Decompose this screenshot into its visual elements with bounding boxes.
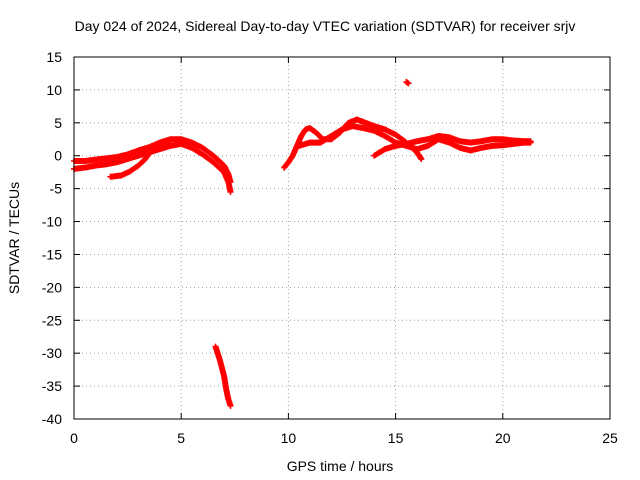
y-tick-label: -40	[42, 411, 62, 427]
y-tick-label: 0	[54, 148, 62, 164]
data-point	[418, 156, 425, 163]
y-tick-label: -20	[42, 279, 62, 295]
x-tick-label: 10	[281, 430, 297, 446]
axis-ticks: 0 5 10 15 20 25 15 10 5 0 -5 -10 -15 -20 -25 -30 -35 -40	[42, 49, 618, 446]
y-tick-label: -15	[42, 246, 62, 262]
y-tick-label: 5	[54, 115, 62, 131]
x-tick-label: 25	[602, 430, 618, 446]
data-point	[227, 402, 234, 409]
chart-title: Day 024 of 2024, Sidereal Day-to-day VTE…	[75, 18, 576, 34]
x-axis-title: GPS time / hours	[287, 458, 394, 474]
y-tick-label: 10	[46, 82, 62, 98]
grid-layer	[74, 57, 610, 419]
data-points	[71, 79, 534, 409]
data-point	[527, 138, 534, 145]
data-point	[227, 179, 234, 186]
y-tick-label: -10	[42, 214, 62, 230]
y-tick-label: -5	[50, 181, 63, 197]
x-tick-label: 20	[495, 430, 511, 446]
series-track-c	[212, 343, 234, 409]
series-track-b	[107, 140, 174, 180]
y-tick-label: -35	[42, 378, 62, 394]
series-track-e	[296, 123, 534, 154]
y-tick-label: 15	[46, 49, 62, 65]
y-tick-label: -25	[42, 312, 62, 328]
x-tick-label: 5	[177, 430, 185, 446]
series-outlier	[403, 79, 412, 87]
data-point	[227, 188, 234, 195]
data-point	[167, 140, 174, 147]
series-track-f	[371, 132, 534, 159]
plot-frame	[73, 56, 611, 420]
y-axis-title: SDTVAR / TECUs	[6, 182, 22, 294]
y-tick-label: -30	[42, 345, 62, 361]
x-tick-label: 0	[70, 430, 78, 446]
data-point	[405, 80, 412, 87]
x-tick-label: 15	[388, 430, 404, 446]
